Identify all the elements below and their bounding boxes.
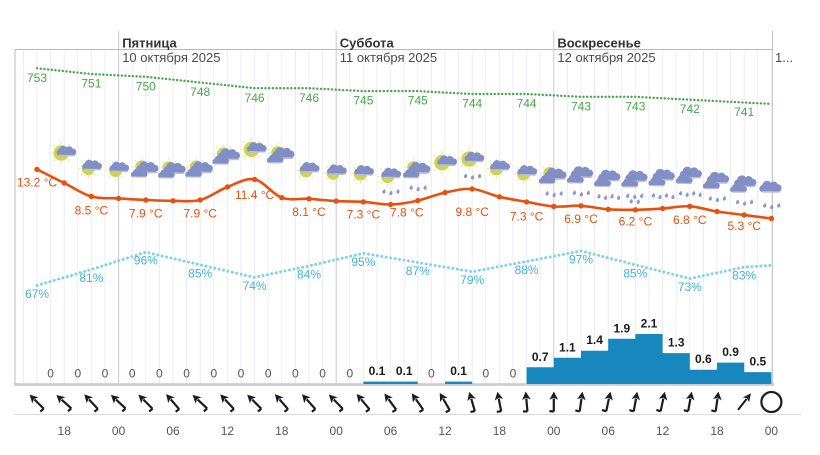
svg-text:0: 0 <box>346 367 353 381</box>
svg-text:744: 744 <box>517 97 537 111</box>
svg-text:742: 742 <box>680 102 700 116</box>
svg-text:67%: 67% <box>25 287 49 301</box>
svg-text:1.9: 1.9 <box>613 321 630 335</box>
svg-text:0: 0 <box>292 367 299 381</box>
svg-text:0: 0 <box>238 367 245 381</box>
svg-text:00: 00 <box>330 424 344 438</box>
svg-text:74%: 74% <box>243 279 267 293</box>
svg-text:12 октября 2025: 12 октября 2025 <box>557 50 655 65</box>
svg-text:6.9 °C: 6.9 °C <box>564 212 598 226</box>
svg-text:745: 745 <box>408 94 428 108</box>
svg-text:7.8 °C: 7.8 °C <box>390 206 424 220</box>
svg-text:10 октября 2025: 10 октября 2025 <box>122 50 220 65</box>
svg-text:7.3 °C: 7.3 °C <box>510 209 544 223</box>
svg-text:748: 748 <box>190 85 210 99</box>
svg-text:18: 18 <box>275 424 289 438</box>
svg-text:0: 0 <box>183 367 190 381</box>
svg-text:0.7: 0.7 <box>532 350 549 364</box>
svg-text:00: 00 <box>547 424 561 438</box>
svg-text:12: 12 <box>438 424 452 438</box>
svg-text:18: 18 <box>493 424 507 438</box>
svg-text:06: 06 <box>384 424 398 438</box>
svg-text:0.9: 0.9 <box>722 345 739 359</box>
svg-text:11 октября 2025: 11 октября 2025 <box>340 50 437 65</box>
svg-text:7.9 °C: 7.9 °C <box>183 207 217 221</box>
svg-text:Воскресенье: Воскресенье <box>557 36 640 51</box>
svg-text:85%: 85% <box>623 266 647 280</box>
svg-text:1...: 1... <box>775 50 793 65</box>
svg-text:0.1: 0.1 <box>369 364 386 378</box>
svg-text:96%: 96% <box>134 254 158 268</box>
svg-text:0: 0 <box>265 367 272 381</box>
svg-text:1.3: 1.3 <box>668 336 685 350</box>
svg-text:18: 18 <box>58 424 72 438</box>
svg-text:Пятница: Пятница <box>122 36 177 51</box>
svg-text:95%: 95% <box>351 255 375 269</box>
svg-text:1.1: 1.1 <box>559 340 576 354</box>
svg-text:1.4: 1.4 <box>586 333 603 347</box>
svg-text:743: 743 <box>571 99 591 113</box>
svg-text:83%: 83% <box>732 269 756 283</box>
svg-text:753: 753 <box>27 71 47 85</box>
svg-text:0: 0 <box>129 367 136 381</box>
svg-text:0: 0 <box>482 367 489 381</box>
svg-text:88%: 88% <box>515 263 539 277</box>
svg-text:6.2 °C: 6.2 °C <box>619 214 653 228</box>
svg-text:13.2 °C: 13.2 °C <box>17 176 57 190</box>
svg-text:0: 0 <box>47 367 54 381</box>
svg-text:81%: 81% <box>79 271 103 285</box>
svg-text:06: 06 <box>602 424 616 438</box>
svg-text:0: 0 <box>156 367 163 381</box>
svg-text:0.5: 0.5 <box>749 355 766 369</box>
svg-text:743: 743 <box>625 99 645 113</box>
svg-text:750: 750 <box>136 79 156 93</box>
svg-text:7.3 °C: 7.3 °C <box>347 207 381 221</box>
svg-text:97%: 97% <box>569 253 593 267</box>
svg-text:0.1: 0.1 <box>396 364 413 378</box>
svg-text:00: 00 <box>112 424 126 438</box>
svg-text:0: 0 <box>510 367 517 381</box>
svg-text:741: 741 <box>734 105 754 119</box>
svg-text:0: 0 <box>102 367 109 381</box>
svg-text:744: 744 <box>462 97 482 111</box>
svg-text:0: 0 <box>74 367 81 381</box>
svg-text:7.9 °C: 7.9 °C <box>129 207 163 221</box>
svg-text:751: 751 <box>81 77 101 91</box>
svg-text:746: 746 <box>245 91 265 105</box>
svg-text:0.1: 0.1 <box>450 364 467 378</box>
svg-text:79%: 79% <box>460 273 484 287</box>
svg-text:6.8 °C: 6.8 °C <box>673 213 707 227</box>
svg-text:0.6: 0.6 <box>695 352 712 366</box>
svg-text:8.1 °C: 8.1 °C <box>292 205 326 219</box>
svg-text:0: 0 <box>319 367 326 381</box>
svg-text:Суббота: Суббота <box>340 36 395 51</box>
svg-text:85%: 85% <box>188 266 212 280</box>
svg-text:5.3 °C: 5.3 °C <box>727 219 761 233</box>
svg-text:84%: 84% <box>297 267 321 281</box>
svg-text:745: 745 <box>353 94 373 108</box>
svg-text:18: 18 <box>710 424 724 438</box>
svg-text:00: 00 <box>765 424 779 438</box>
svg-text:9.8 °C: 9.8 °C <box>455 205 489 219</box>
svg-text:87%: 87% <box>406 264 430 278</box>
svg-text:06: 06 <box>166 424 180 438</box>
svg-text:73%: 73% <box>678 280 702 294</box>
svg-text:0: 0 <box>428 367 435 381</box>
svg-text:0: 0 <box>210 367 217 381</box>
svg-text:11.4 °C: 11.4 °C <box>235 188 275 202</box>
svg-text:12: 12 <box>221 424 235 438</box>
svg-text:12: 12 <box>656 424 670 438</box>
svg-text:2.1: 2.1 <box>641 317 658 331</box>
svg-text:8.5 °C: 8.5 °C <box>75 204 109 218</box>
svg-text:746: 746 <box>299 91 319 105</box>
